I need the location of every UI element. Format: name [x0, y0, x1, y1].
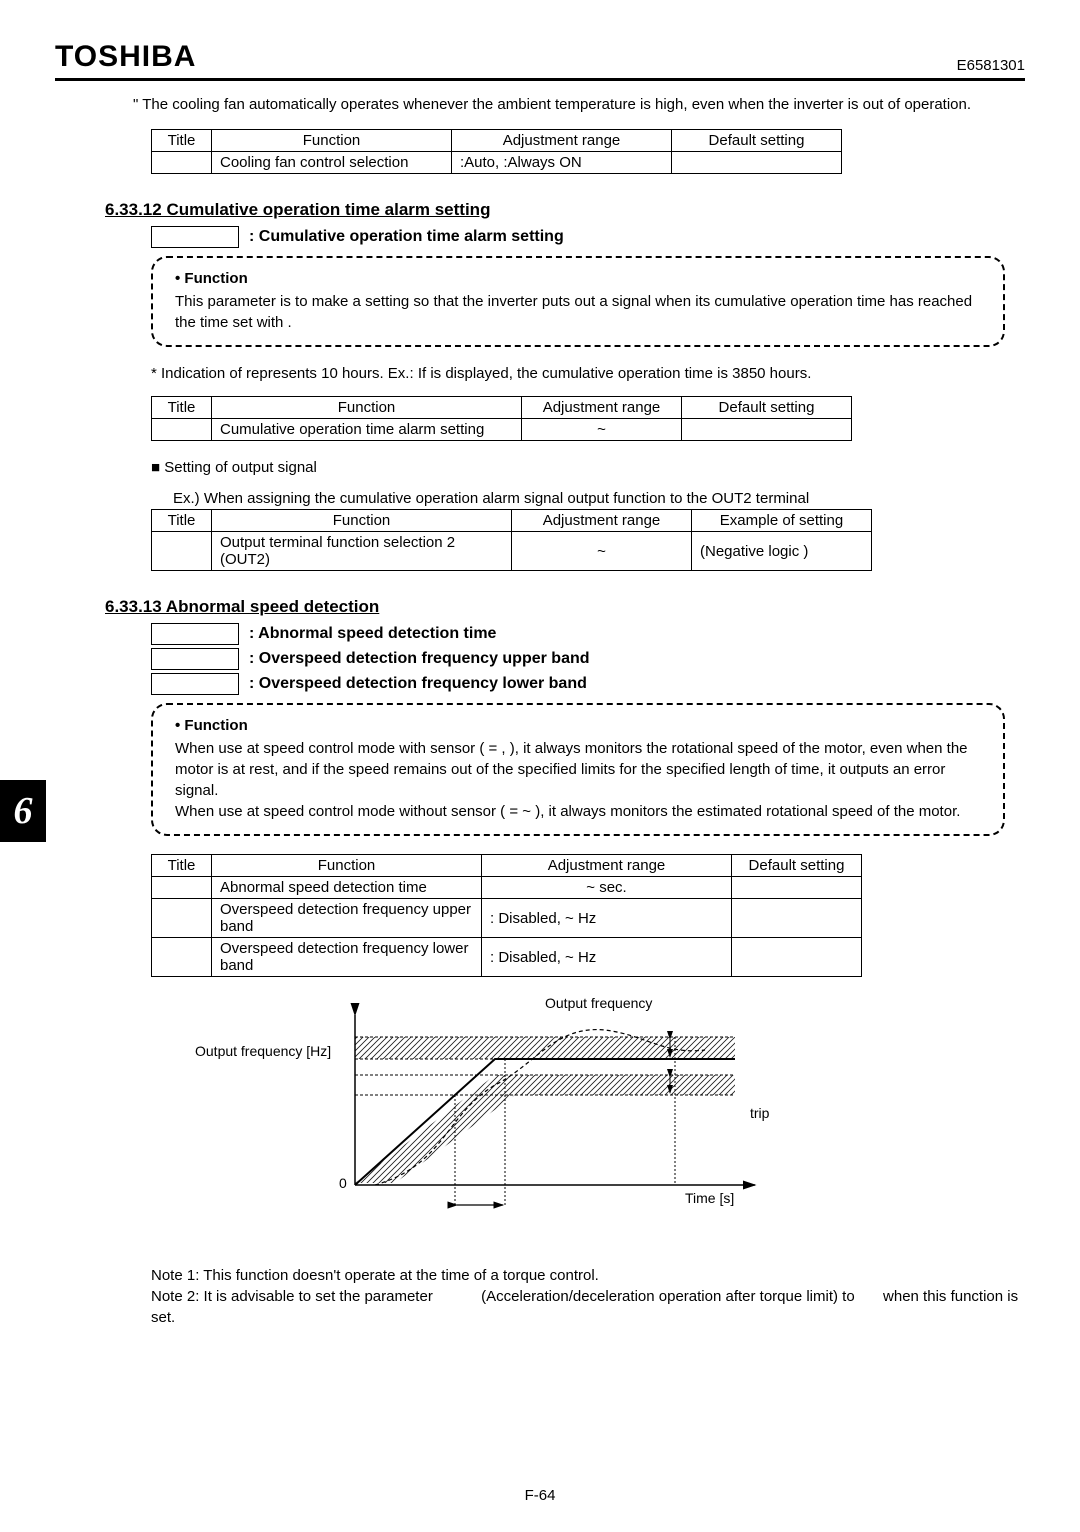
param-label: : Overspeed detection frequency lower ba… [249, 675, 587, 693]
cell: : Disabled, ~ Hz [482, 938, 732, 977]
table-header-row: Title Function Adjustment range Default … [152, 397, 852, 419]
col-title: Title [152, 510, 212, 532]
col-title: Title [152, 397, 212, 419]
document-number: E6581301 [957, 57, 1025, 74]
col-function: Function [212, 397, 522, 419]
table-header-row: Title Function Adjustment range Default … [152, 130, 842, 152]
cell [152, 152, 212, 174]
table-header-row: Title Function Adjustment range Default … [152, 855, 862, 877]
function-body-1: When use at speed control mode with sens… [175, 738, 987, 801]
diagram-zero: 0 [339, 1175, 347, 1191]
col-default: Default setting [732, 855, 862, 877]
param-label: : Abnormal speed detection time [249, 625, 496, 643]
col-range: Adjustment range [522, 397, 682, 419]
function-body-2: When use at speed control mode without s… [175, 801, 987, 822]
table-row: Cooling fan control selection :Auto, :Al… [152, 152, 842, 174]
param-row: : Cumulative operation time alarm settin… [151, 226, 1025, 248]
page-footer: F-64 [0, 1487, 1080, 1504]
cell [152, 938, 212, 977]
cell [682, 419, 852, 441]
diagram-xlabel: Time [s] [685, 1190, 734, 1206]
col-range: Adjustment range [482, 855, 732, 877]
note-2a: Note 2: It is advisable to set the param… [151, 1288, 437, 1305]
cell: : Disabled, ~ Hz [482, 899, 732, 938]
function-body: This parameter is to make a setting so t… [175, 291, 987, 333]
param-row: : Abnormal speed detection time [151, 623, 1025, 645]
col-range: Adjustment range [512, 510, 692, 532]
col-example: Example of setting [692, 510, 872, 532]
example-line: Ex.) When assigning the cumulative opera… [173, 490, 1025, 507]
cell [732, 938, 862, 977]
col-function: Function [212, 130, 452, 152]
function-title: • Function [175, 268, 987, 289]
intro-paragraph: " The cooling fan automatically operates… [133, 95, 1025, 115]
param-code-box [151, 623, 239, 645]
page: TOSHIBA E6581301 " The cooling fan autom… [0, 0, 1080, 1358]
cell: Cumulative operation time alarm setting [212, 419, 522, 441]
col-function: Function [212, 510, 512, 532]
param-label: : Cumulative operation time alarm settin… [249, 228, 564, 246]
section-heading-12: 6.33.12 Cumulative operation time alarm … [105, 200, 1025, 220]
cell [152, 899, 212, 938]
diagram-ylabel: Output frequency [Hz] [195, 1043, 331, 1059]
table-cooling-fan: Title Function Adjustment range Default … [151, 129, 842, 174]
cell: :Auto, :Always ON [452, 152, 672, 174]
function-box: • Function When use at speed control mod… [151, 703, 1005, 836]
table-row: Overspeed detection frequency lower band… [152, 938, 862, 977]
table-out2: Title Function Adjustment range Example … [151, 509, 872, 571]
col-range: Adjustment range [452, 130, 672, 152]
note-1: Note 1: This function doesn't operate at… [151, 1265, 1025, 1286]
table-row: Cumulative operation time alarm setting … [152, 419, 852, 441]
param-code-box [151, 673, 239, 695]
cell [732, 877, 862, 899]
note-2b: (Acceleration/deceleration operation aft… [481, 1288, 859, 1305]
col-function: Function [212, 855, 482, 877]
table-abnormal-speed: Title Function Adjustment range Default … [151, 854, 862, 977]
col-default: Default setting [682, 397, 852, 419]
col-default: Default setting [672, 130, 842, 152]
note-2: Note 2: It is advisable to set the param… [151, 1286, 1025, 1328]
cell [672, 152, 842, 174]
cell: (Negative logic ) [692, 532, 872, 571]
cell: Output terminal function selection 2 (OU… [212, 532, 512, 571]
function-title: • Function [175, 715, 987, 736]
param-code-box [151, 226, 239, 248]
cell [152, 877, 212, 899]
col-title: Title [152, 855, 212, 877]
param-row: : Overspeed detection frequency lower ba… [151, 673, 1025, 695]
table-header-row: Title Function Adjustment range Example … [152, 510, 872, 532]
notes-block: Note 1: This function doesn't operate at… [151, 1265, 1025, 1328]
diagram-svg [195, 995, 835, 1245]
output-signal-heading: ■ Setting of output signal [151, 459, 1025, 476]
cell: ~ sec. [482, 877, 732, 899]
speed-diagram: Output frequency [Hz] Output frequency t… [195, 995, 835, 1245]
cell: ~ [522, 419, 682, 441]
diagram-output-freq-label: Output frequency [545, 995, 652, 1011]
col-title: Title [152, 130, 212, 152]
param-label: : Overspeed detection frequency upper ba… [249, 650, 590, 668]
chapter-tab: 6 [0, 780, 46, 842]
cell: Abnormal speed detection time [212, 877, 482, 899]
cell [152, 419, 212, 441]
cell: Overspeed detection frequency upper band [212, 899, 482, 938]
param-code-box [151, 648, 239, 670]
section-heading-13: 6.33.13 Abnormal speed detection [105, 597, 1025, 617]
cell: Cooling fan control selection [212, 152, 452, 174]
table-cumulative: Title Function Adjustment range Default … [151, 396, 852, 441]
header: TOSHIBA E6581301 [55, 40, 1025, 81]
indication-note: * Indication of represents 10 hours. Ex.… [151, 365, 1025, 382]
param-row: : Overspeed detection frequency upper ba… [151, 648, 1025, 670]
cell: ~ [512, 532, 692, 571]
cell: Overspeed detection frequency lower band [212, 938, 482, 977]
brand-logo: TOSHIBA [55, 40, 196, 74]
table-row: Abnormal speed detection time ~ sec. [152, 877, 862, 899]
cell [732, 899, 862, 938]
table-row: Output terminal function selection 2 (OU… [152, 532, 872, 571]
function-box: • Function This parameter is to make a s… [151, 256, 1005, 347]
table-row: Overspeed detection frequency upper band… [152, 899, 862, 938]
cell [152, 532, 212, 571]
diagram-trip-label: trip [750, 1105, 769, 1121]
